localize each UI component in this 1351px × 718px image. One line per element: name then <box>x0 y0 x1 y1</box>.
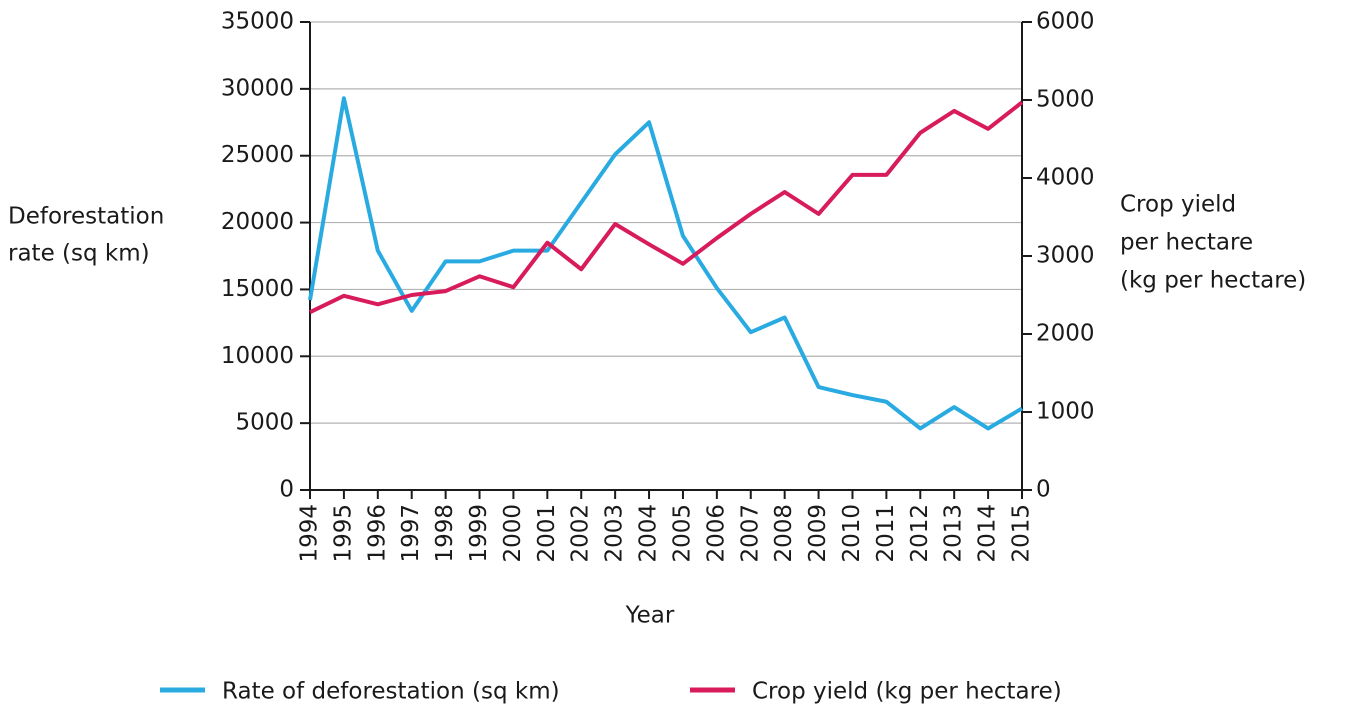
x-tick-label: 2006 <box>703 504 729 563</box>
x-tick-label: 2013 <box>941 504 967 563</box>
y2-tick-label: 5000 <box>1036 87 1095 113</box>
y2-tick-label: 0 <box>1036 477 1051 503</box>
x-axis-label: Year <box>625 603 675 629</box>
x-tick-label: 2015 <box>1009 504 1035 563</box>
y2-tick-label: 2000 <box>1036 321 1095 347</box>
y-tick-label: 0 <box>279 477 294 503</box>
x-tick-label: 1996 <box>364 504 390 563</box>
y-axis-label: Deforestation <box>8 204 164 230</box>
y-tick-label: 30000 <box>221 75 294 101</box>
x-tick-label: 2009 <box>805 504 831 563</box>
y2-tick-label: 6000 <box>1036 9 1095 35</box>
x-tick-label: 2002 <box>568 504 594 563</box>
x-tick-label: 2008 <box>771 504 797 563</box>
y2-axis-label: Crop yield <box>1120 192 1236 218</box>
x-tick-label: 1995 <box>330 504 356 563</box>
x-tick-label: 2004 <box>636 504 662 563</box>
y-tick-label: 15000 <box>221 276 294 302</box>
y2-tick-label: 4000 <box>1036 165 1095 191</box>
y-tick-label: 20000 <box>221 209 294 235</box>
x-tick-label: 2001 <box>534 504 560 563</box>
x-tick-label: 2012 <box>907 504 933 563</box>
y-tick-label: 25000 <box>221 142 294 168</box>
data-line <box>308 96 1024 431</box>
y2-tick-label: 1000 <box>1036 399 1095 425</box>
x-tick-label: 1997 <box>398 504 424 563</box>
x-tick-label: 2010 <box>839 504 865 563</box>
x-tick-label: 2014 <box>975 504 1001 563</box>
y2-tick-label: 3000 <box>1036 243 1095 269</box>
y-axis-label: rate (sq km) <box>8 241 150 267</box>
x-tick-label: 2007 <box>737 504 763 563</box>
legend-label: Crop yield (kg per hectare) <box>752 679 1062 705</box>
legend-label: Rate of deforestation (sq km) <box>222 679 560 705</box>
x-tick-label: 2003 <box>602 504 628 563</box>
x-tick-label: 1998 <box>432 504 458 563</box>
y2-axis-label: (kg per hectare) <box>1120 268 1306 294</box>
x-tick-label: 1999 <box>466 504 492 563</box>
x-tick-label: 2000 <box>500 504 526 563</box>
y-tick-label: 10000 <box>221 343 294 369</box>
y-tick-label: 35000 <box>221 9 294 35</box>
y2-axis-label: per hectare <box>1120 230 1253 256</box>
x-tick-label: 2005 <box>669 504 695 563</box>
x-tick-label: 1994 <box>297 504 323 563</box>
x-tick-label: 2011 <box>873 504 899 563</box>
data-line <box>309 100 1024 314</box>
y-tick-label: 5000 <box>235 410 294 436</box>
